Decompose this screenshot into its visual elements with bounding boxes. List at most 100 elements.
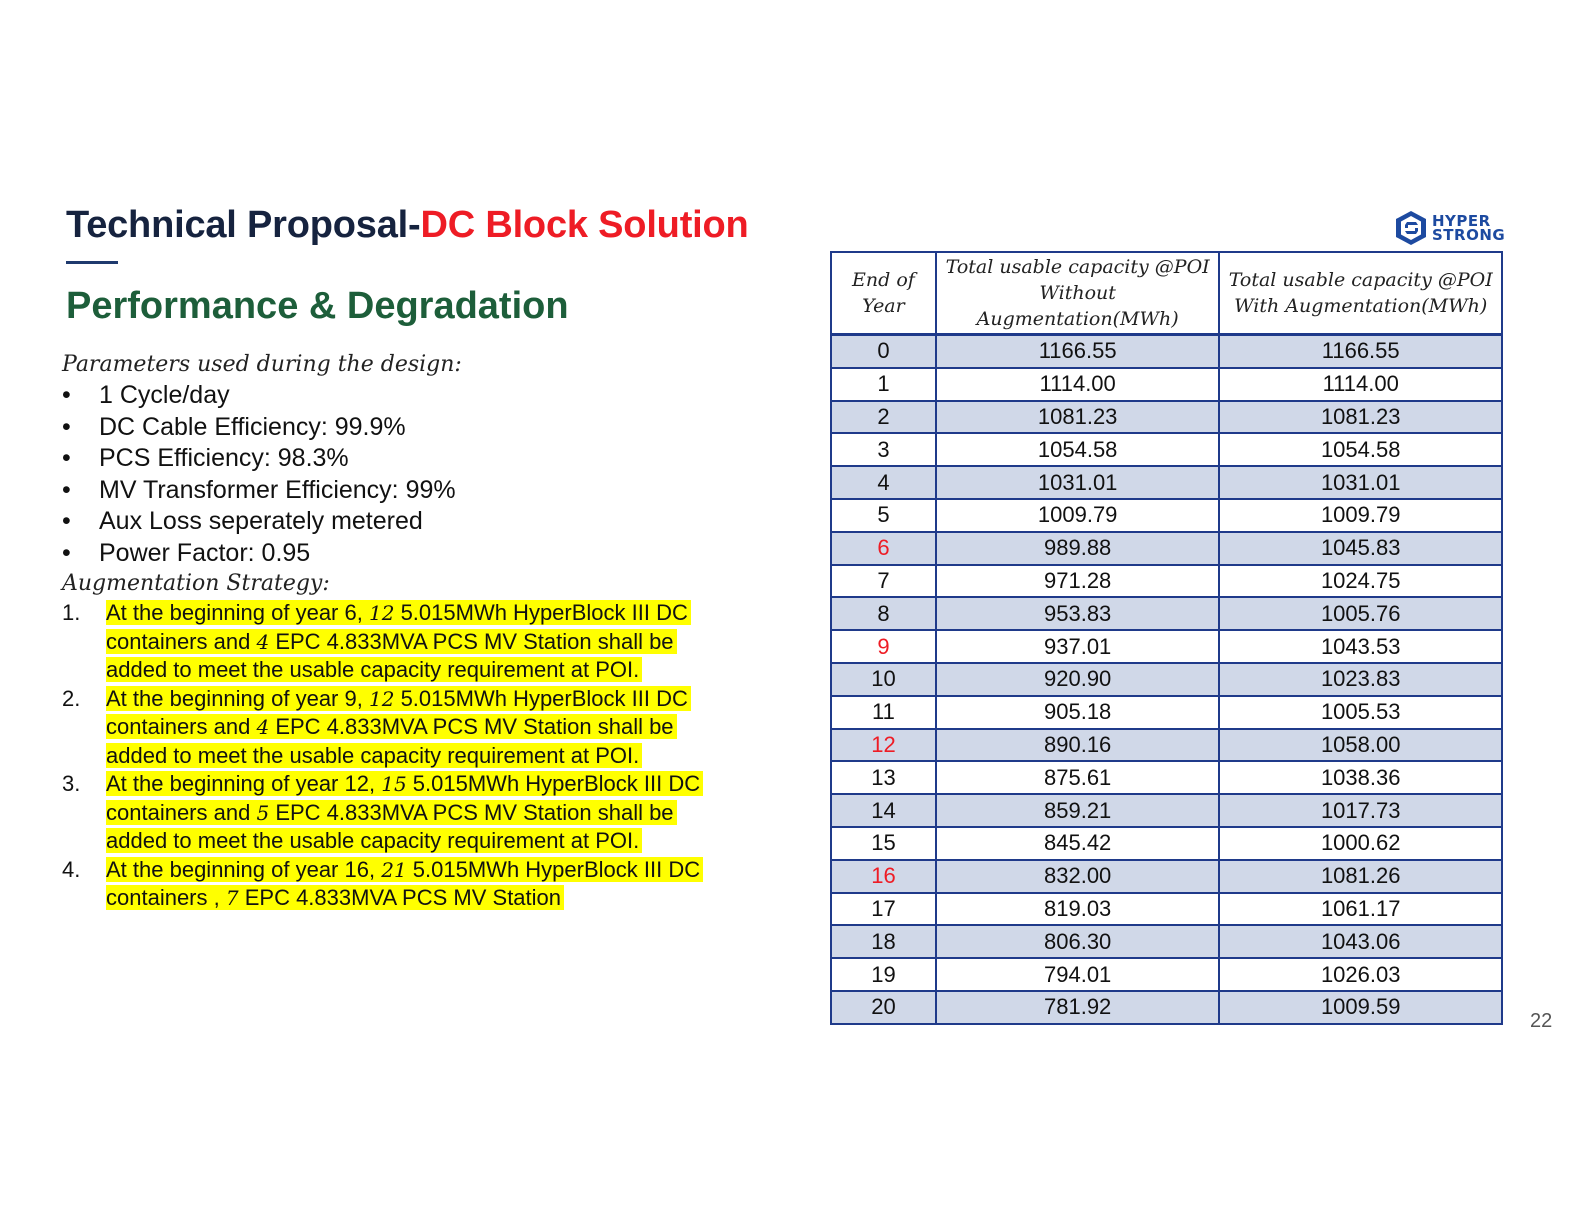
year-cell: 20 (830, 989, 937, 1025)
title-underline (66, 261, 118, 264)
capacity-with-cell: 1005.53 (1218, 694, 1503, 730)
capacity-without-cell: 832.00 (934, 858, 1221, 894)
capacity-with-cell: 1000.62 (1218, 825, 1503, 861)
year-cell: 17 (830, 891, 937, 927)
table-row: 4 1031.01 1031.01 (830, 465, 1503, 500)
item-text-a: At the beginning of year 6, (106, 600, 363, 625)
capacity-without-cell: 953.83 (934, 596, 1221, 632)
capacity-without-cell: 1009.79 (934, 497, 1221, 533)
item-number: 2. (62, 685, 81, 711)
year-cell: 7 (830, 563, 937, 599)
capacity-without-cell: 971.28 (934, 563, 1221, 599)
capacity-without-cell: 1031.01 (934, 465, 1221, 500)
capacity-without-cell: 1054.58 (934, 432, 1221, 468)
year-cell: 13 (830, 760, 937, 796)
item-number: 4. (62, 856, 81, 882)
capacity-without-cell: 937.01 (934, 629, 1221, 664)
capacity-with-cell: 1026.03 (1218, 957, 1503, 992)
year-cell: 11 (830, 694, 937, 730)
capacity-with-cell: 1081.26 (1218, 858, 1503, 894)
capacity-without-cell: 806.30 (934, 924, 1221, 960)
year-cell: 10 (830, 661, 937, 697)
item-text-c: EPC 4.833MVA PCS MV Station shall be add… (106, 714, 674, 768)
table-row: 18 806.30 1043.06 (830, 924, 1503, 960)
item-text-b: 5.015MWh HyperBlock III DC containers an… (106, 600, 688, 654)
capacity-with-cell: 1038.36 (1218, 760, 1503, 796)
parameter-item: 1 Cycle/day (62, 380, 742, 412)
capacity-without-cell: 1081.23 (934, 399, 1221, 435)
table-row: 14 859.21 1017.73 (830, 793, 1503, 828)
table-row: 20 781.92 1009.59 (830, 989, 1503, 1025)
year-cell: 4 (830, 465, 937, 500)
year-cell: 14 (830, 793, 937, 828)
capacity-with-cell: 1017.73 (1218, 793, 1503, 828)
year-cell: 19 (830, 957, 937, 992)
capacity-without-cell: 905.18 (934, 694, 1221, 730)
capacity-with-cell: 1024.75 (1218, 563, 1503, 599)
year-cell: 9 (830, 629, 937, 664)
table-row: 0 1166.55 1166.55 (830, 333, 1503, 369)
title-prefix: Technical Proposal- (66, 204, 421, 246)
capacity-without-cell: 1114.00 (934, 366, 1221, 402)
item-text-b: 5.015MWh HyperBlock III DC containers , (106, 856, 701, 911)
capacity-without-cell: 920.90 (934, 661, 1221, 697)
year-cell: 18 (830, 924, 937, 960)
capacity-with-cell: 1009.79 (1218, 497, 1503, 533)
year-cell: 8 (830, 596, 937, 632)
capacity-with-cell: 1061.17 (1218, 891, 1503, 927)
capacity-with-cell: 1043.53 (1218, 629, 1503, 664)
capacity-with-cell: 1114.00 (1218, 366, 1503, 402)
parameter-item: MV Transformer Efficiency: 99% (62, 475, 742, 507)
year-cell: 1 (830, 366, 937, 402)
title-accent: DC Block Solution (420, 204, 749, 246)
parameters-heading: Parameters used during the design: (62, 352, 462, 377)
capacity-with-cell: 1009.59 (1218, 989, 1503, 1025)
year-cell: 15 (830, 825, 937, 861)
item-text-a: At the beginning of year 9, (106, 685, 363, 711)
augmentation-item: 4. At the beginning of year 16, 21 5.015M… (62, 856, 742, 913)
year-cell: 2 (830, 399, 937, 435)
capacity-without-cell: 1166.55 (934, 333, 1221, 369)
container-count: 12 (368, 601, 395, 625)
item-text-a: At the beginning of year 16, (106, 856, 376, 882)
capacity-without-cell: 890.16 (934, 727, 1221, 763)
header-with-augmentation: Total usable capacity @POI With Augmenta… (1218, 251, 1503, 336)
table-row: 6 989.88 1045.83 (830, 530, 1503, 566)
year-cell: 12 (830, 727, 937, 763)
table-row: 8 953.83 1005.76 (830, 596, 1503, 632)
capacity-with-cell: 1031.01 (1218, 465, 1503, 500)
item-text-c: EPC 4.833MVA PCS MV Station shall be add… (106, 628, 674, 683)
table-row: 7 971.28 1024.75 (830, 563, 1503, 599)
item-text: At the beginning of year 12, 15 5.015MWh… (106, 770, 726, 855)
year-cell: 5 (830, 497, 937, 533)
capacity-without-cell: 859.21 (934, 793, 1221, 828)
augmentation-heading: Augmentation Strategy: (62, 571, 330, 596)
parameter-item: Power Factor: 0.95 (62, 538, 742, 570)
item-text-c: EPC 4.833MVA PCS MV Station (244, 885, 562, 910)
augmentation-item: 1. At the beginning of year 6, 12 5.015MW… (62, 599, 742, 684)
section-subtitle: Performance & Degradation (66, 285, 569, 327)
left-content: Parameters used during the design: 1 Cyc… (62, 350, 742, 914)
station-count: 7 (225, 886, 239, 910)
hyperstrong-logo-icon (1396, 211, 1426, 245)
capacity-with-cell: 1058.00 (1218, 727, 1503, 763)
logo-line-2: STRONG (1432, 226, 1506, 244)
capacity-table: End of Year Total usable capacity @POI W… (830, 251, 1503, 1025)
capacity-with-cell: 1005.76 (1218, 596, 1503, 632)
item-text: At the beginning of year 9, 12 5.015MWh … (106, 685, 726, 770)
station-count: 4 (256, 715, 270, 739)
item-number: 3. (62, 771, 81, 796)
table-row: 3 1054.58 1054.58 (830, 432, 1503, 468)
header-end-of-year: End of Year (830, 251, 937, 336)
table-row: 12 890.16 1058.00 (830, 727, 1503, 763)
augmentation-item: 3. At the beginning of year 12, 15 5.015M… (62, 770, 742, 855)
container-count: 12 (368, 686, 395, 711)
company-logo: HYPER STRONG (1394, 210, 1505, 246)
item-number: 1. (62, 600, 81, 625)
capacity-with-cell: 1081.23 (1218, 399, 1503, 435)
container-count: 15 (381, 772, 407, 796)
table-row: 15 845.42 1000.62 (830, 825, 1503, 861)
table-row: 10 920.90 1023.83 (830, 661, 1503, 697)
capacity-without-cell: 781.92 (934, 989, 1221, 1025)
capacity-without-cell: 989.88 (934, 530, 1221, 566)
